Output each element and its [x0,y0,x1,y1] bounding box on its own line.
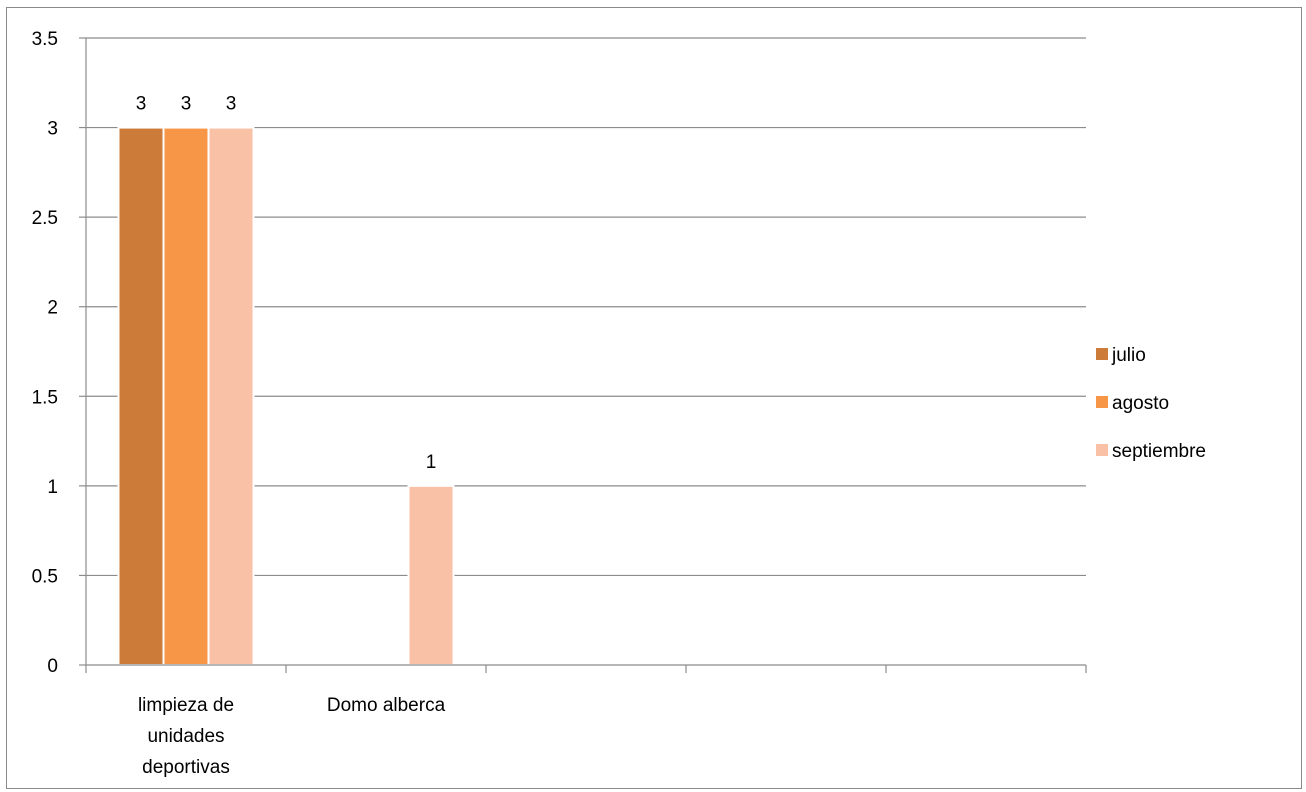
y-tick-label: 0.5 [32,566,58,587]
y-tick-label: 2.5 [32,208,58,229]
legend-label: agosto [1112,393,1169,414]
data-label: 3 [181,94,192,115]
legend-label: septiembre [1112,441,1206,462]
legend-swatch [1096,348,1108,360]
y-tick-label: 3 [47,119,58,140]
data-label: 3 [136,94,147,115]
bar-septiembre [407,484,455,666]
y-tick-label: 1.5 [32,387,58,408]
bar-septiembre [207,126,255,667]
y-tick-label: 3.5 [32,29,58,50]
x-tick-label: limpieza de unidades deportivas [138,695,234,778]
bar-agosto [162,126,210,667]
y-tick-label: 2 [47,298,58,319]
legend-item-julio: julio [1096,345,1146,366]
legend-swatch [1096,444,1108,456]
y-tick-label: 1 [47,477,58,498]
bar-julio [117,126,165,667]
data-label: 1 [426,452,437,473]
bars [117,126,455,667]
legend: julio agosto septiembre [1096,345,1206,462]
legend-item-septiembre: septiembre [1096,441,1206,462]
legend-label: julio [1111,345,1146,366]
axes [79,37,1087,673]
data-label: 3 [226,94,237,115]
x-tick-label: Domo alberca [327,695,446,716]
legend-swatch [1096,396,1108,408]
y-tick-label: 0 [47,656,58,677]
legend-item-agosto: agosto [1096,393,1169,414]
labels: 0 0.5 1 1.5 2 2.5 3 3.5 3 3 3 1 limpieza de unidades d… [32,29,446,778]
